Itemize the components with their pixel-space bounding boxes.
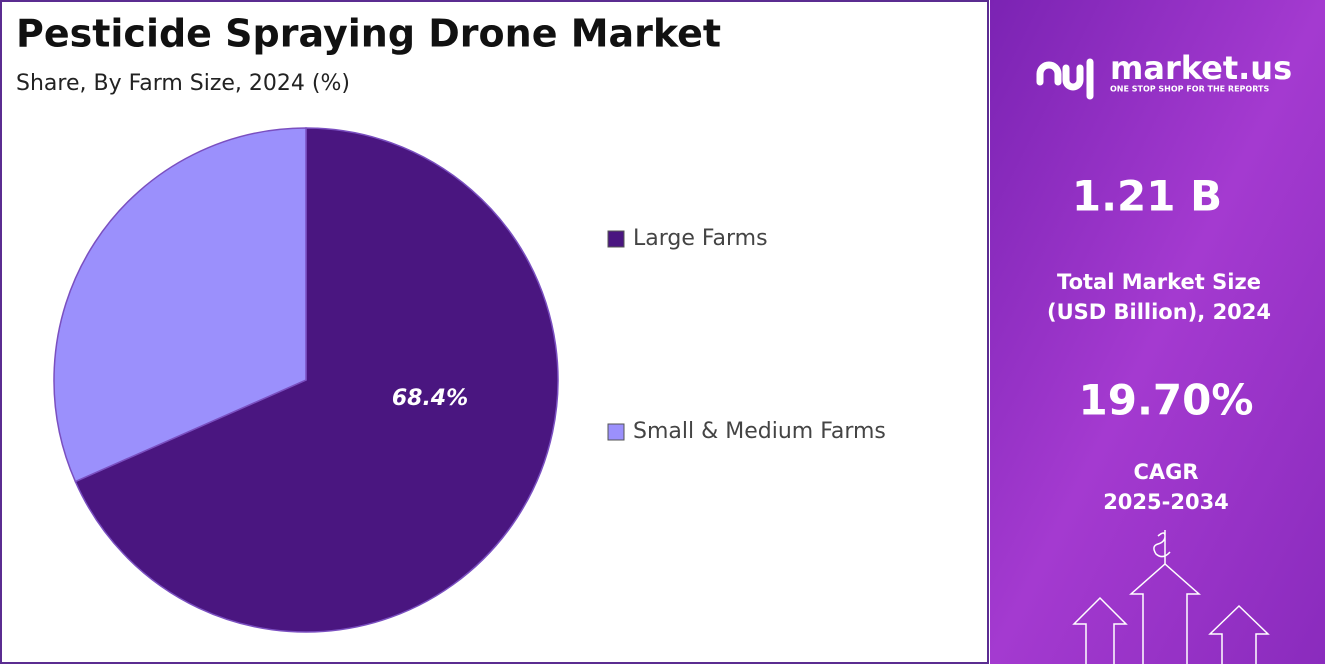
cagr-label: CAGR xyxy=(1133,460,1198,484)
tagline: ONE STOP SHOP FOR THE REPORTS xyxy=(1110,85,1269,94)
pie-slice xyxy=(53,127,307,483)
info-panel xyxy=(990,0,1325,664)
market-size-label: (USD Billion), 2024 xyxy=(1047,300,1271,324)
cagr-label: 2025-2034 xyxy=(1103,490,1229,514)
cagr: 19.70% xyxy=(1079,376,1254,425)
legend-swatch xyxy=(607,230,625,248)
growth-arrows xyxy=(1072,530,1270,664)
legend-swatch xyxy=(607,423,625,441)
brand: market.us xyxy=(1110,49,1292,87)
legend-label: Large Farms xyxy=(633,226,768,251)
chart-title: Pesticide Spraying Drone Market xyxy=(16,12,721,56)
logo xyxy=(1036,58,1094,100)
market-size-label: Total Market Size xyxy=(1057,270,1261,294)
market-size: 1.21 B xyxy=(1072,172,1222,221)
pie: 68.4% xyxy=(53,127,559,633)
pie-slice xyxy=(74,127,559,633)
legend-label: Small & Medium Farms xyxy=(633,419,886,444)
legend: Large Farms Small & Medium Farms xyxy=(607,226,886,444)
chart-subtitle: Share, By Farm Size, 2024 (%) xyxy=(16,71,350,96)
data-label: 68.4% xyxy=(392,386,468,411)
